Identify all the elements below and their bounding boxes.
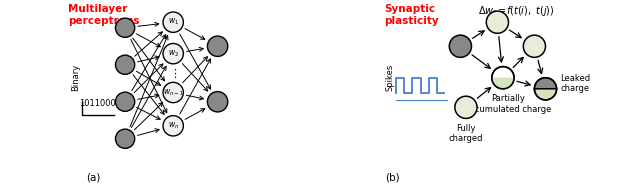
Text: Synaptic
plasticity: Synaptic plasticity [385,4,439,26]
Text: Multilayer
perceptrons: Multilayer perceptrons [68,4,140,26]
Text: (b): (b) [385,172,399,182]
Circle shape [492,67,514,89]
Circle shape [207,36,228,56]
Text: $w_1$: $w_1$ [168,17,179,27]
Wedge shape [534,89,557,100]
Text: Fully
charged: Fully charged [449,124,483,143]
Circle shape [115,129,135,148]
Circle shape [449,35,472,57]
Circle shape [163,12,184,32]
Circle shape [115,92,135,111]
Text: $\Delta w_1\!=\!f(t(i),\ t(j))$: $\Delta w_1\!=\!f(t(i),\ t(j))$ [477,4,554,18]
Text: $w_2$: $w_2$ [168,48,179,59]
Circle shape [163,82,184,103]
Circle shape [115,55,135,74]
Text: $w_{n-1}$: $w_{n-1}$ [163,87,184,98]
Circle shape [115,18,135,37]
Text: Binary: Binary [72,64,81,91]
Circle shape [486,11,509,33]
Text: Spikes: Spikes [385,64,395,91]
Text: Partially
accumulated charge: Partially accumulated charge [465,94,552,114]
Circle shape [163,43,184,64]
Wedge shape [492,78,514,89]
Text: (a): (a) [86,172,101,182]
Text: $\vdots$: $\vdots$ [169,67,177,80]
Text: $w_n$: $w_n$ [168,121,179,131]
Circle shape [524,35,545,57]
Text: 1011000: 1011000 [79,99,116,108]
Text: Leaked
charge: Leaked charge [560,74,591,93]
Wedge shape [534,78,557,89]
Circle shape [163,116,184,136]
Circle shape [455,96,477,118]
Circle shape [207,92,228,112]
